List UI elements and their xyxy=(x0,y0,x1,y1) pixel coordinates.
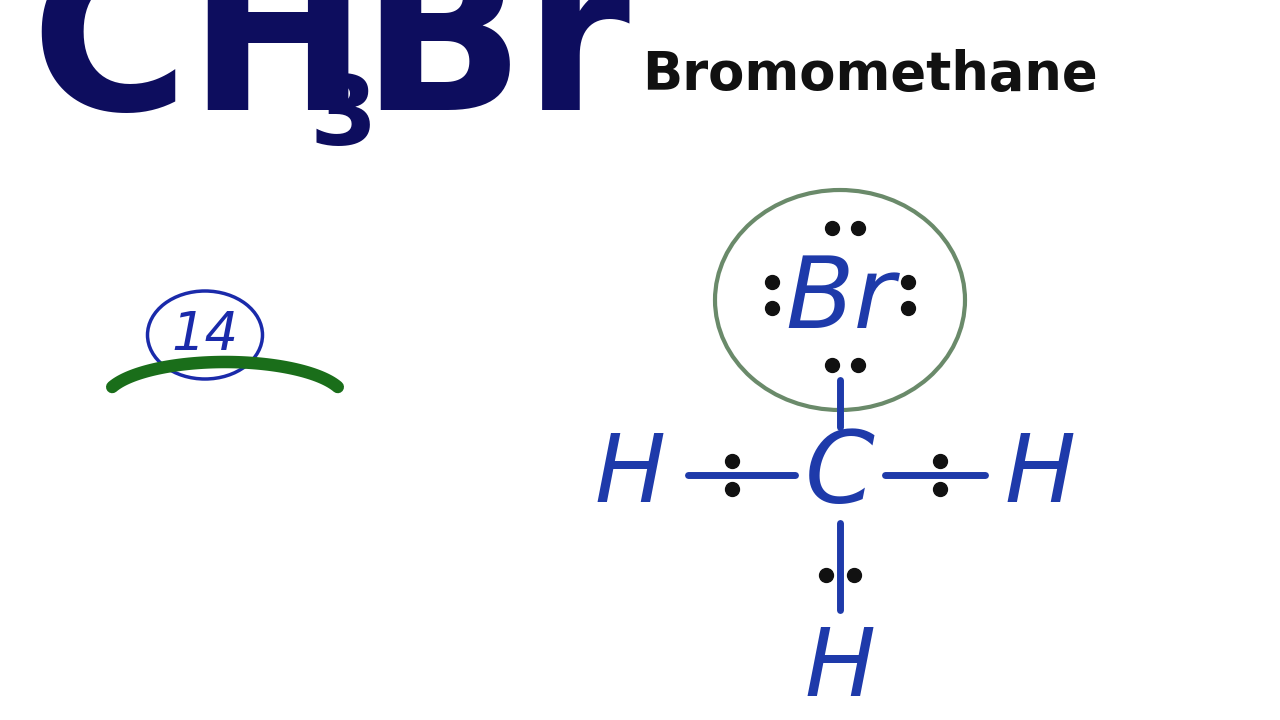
Point xyxy=(722,483,742,495)
Text: H: H xyxy=(805,624,876,716)
Point xyxy=(897,276,918,288)
Point xyxy=(815,570,836,581)
Text: 3: 3 xyxy=(310,72,378,165)
Point xyxy=(929,455,950,467)
Text: 14: 14 xyxy=(172,309,238,361)
Text: H: H xyxy=(1005,430,1075,521)
Text: Br: Br xyxy=(785,251,895,348)
Text: CH: CH xyxy=(29,0,369,155)
Point xyxy=(722,455,742,467)
Point xyxy=(847,359,868,371)
Text: Bromomethane: Bromomethane xyxy=(643,49,1098,101)
Point xyxy=(847,222,868,234)
Text: H: H xyxy=(594,430,666,521)
Point xyxy=(897,302,918,314)
Point xyxy=(844,570,864,581)
Point xyxy=(762,302,782,314)
Point xyxy=(822,222,842,234)
Text: Br: Br xyxy=(360,0,630,155)
Point xyxy=(762,276,782,288)
Point xyxy=(822,359,842,371)
Text: C: C xyxy=(805,426,876,523)
Point xyxy=(929,483,950,495)
